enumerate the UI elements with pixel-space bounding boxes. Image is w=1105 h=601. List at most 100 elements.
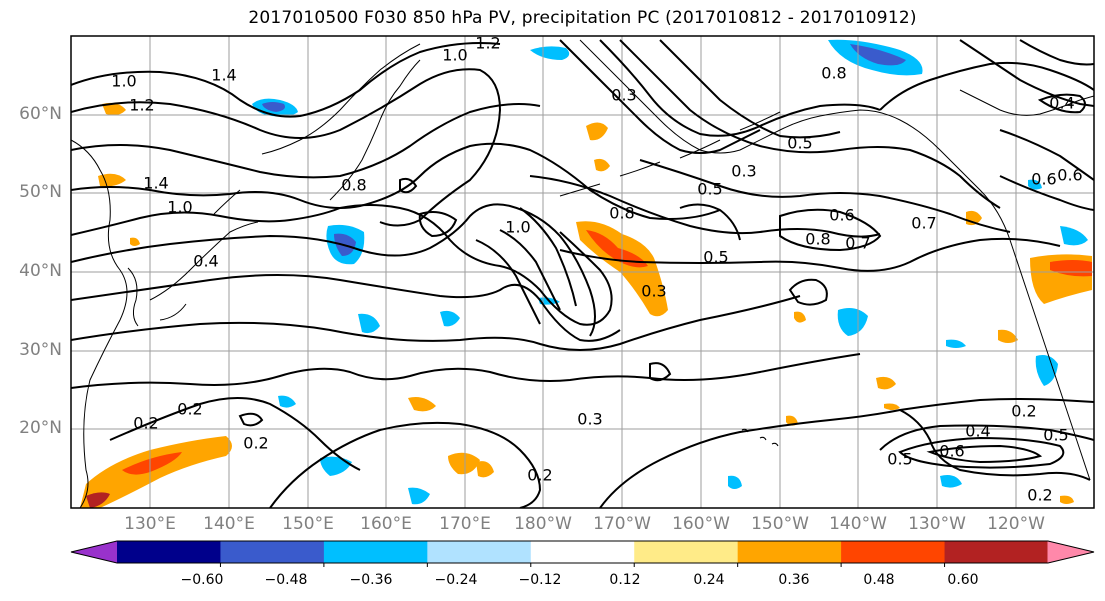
precipitation-shading [80,39,1092,508]
precip-positive [586,122,608,141]
precip-negative [530,46,570,60]
contour-line [999,129,1094,181]
contour-label: 0.4 [193,252,218,271]
precip-negative [358,313,380,334]
map-border [70,35,1095,509]
contour-label: 0.2 [527,466,552,485]
lat-label: 50°N [19,182,62,202]
colorbar-tick-label: 0.36 [778,572,810,588]
precip-positive [86,492,110,508]
contour-label: 0.5 [1043,426,1068,445]
map-title: 2017010500 F030 850 hPa PV, precipitatio… [248,8,917,28]
colorbar-tick-label: −0.12 [518,572,562,588]
contour-line [475,239,541,325]
contour-line [499,229,561,311]
contour-line [788,278,828,306]
lat-label: 40°N [19,261,62,281]
contour-line [519,207,577,307]
precip-negative [946,339,966,348]
contour-line [559,237,1061,272]
colorbar-segment [634,541,739,563]
precip-negative [837,308,868,336]
contour-label: 0.6 [829,206,854,225]
contour-label: 0.6 [1031,170,1056,189]
contour-line [619,39,1001,209]
colorbar-extend-max [1047,541,1094,563]
lon-label: 160°E [360,514,412,534]
colorbar-tick-label: 0.48 [863,572,895,588]
precip-positive [130,237,140,246]
contour-line [71,42,501,118]
precip-positive [448,452,480,475]
contour-line [926,444,1043,464]
contour-line [71,295,801,351]
contour-label: 0.4 [965,422,990,441]
precip-negative [1028,179,1042,190]
lon-label: 130°W [908,514,966,534]
contour-label: 0.8 [821,64,846,83]
japan-coast [149,43,421,321]
contour-line [71,68,502,227]
contour-label: 0.3 [641,282,666,301]
colorbar-tick-label: 0.60 [947,572,979,588]
contour-label: 0.8 [341,176,366,195]
contour-line [879,424,1094,451]
colorbar-tick-label: −0.48 [264,572,308,588]
contour-labels: 1.2 1.0 1.0 1.4 1.0 1.2 0.4 0.2 0.2 0.2 … [111,34,1082,505]
contour-line [71,274,621,342]
lon-label: 140°E [203,514,255,534]
colorbar-tick-label: 0.24 [693,572,725,588]
contour-line [399,177,418,194]
contour-line [599,39,881,137]
contour-line [779,208,882,252]
precip-positive [80,436,232,508]
colorbar-tick-label: −0.60 [180,572,224,588]
contour-line [71,353,861,389]
precip-negative [1060,226,1088,246]
lon-label: 170°W [593,514,651,534]
precip-positive [98,173,126,187]
contour-label: 0.5 [697,180,722,199]
precip-negative [262,102,285,112]
contour-line [529,175,881,238]
contour-line [649,362,672,382]
canada-coast [959,89,1094,116]
precip-negative [728,475,742,489]
contour-line [899,409,1091,481]
contour-line [269,421,542,508]
lon-label: 150°E [282,514,334,534]
contour-label: 1.2 [475,34,500,53]
aleutian-chain [559,111,781,197]
colorbar-extend-min [71,541,118,563]
contour-label: 0.3 [577,410,602,429]
pv-contours [71,39,1094,508]
contour-label: 0.3 [611,86,636,105]
lon-label: 180°W [514,514,572,534]
contour-label: 0.3 [731,162,756,181]
lat-label: 30°N [19,340,62,360]
asia-coast [71,139,128,508]
contour-line [109,397,361,471]
contour-line [418,211,458,238]
contour-label: 0.5 [787,134,812,153]
contour-label: 0.2 [133,414,158,433]
lat-label: 60°N [19,104,62,124]
lon-label: 160°W [672,514,730,534]
precip-negative [408,487,430,505]
contour-line [559,39,761,154]
lon-label: 130°E [124,514,176,534]
precip-positive [476,461,494,478]
contour-label: 1.4 [211,66,236,85]
contour-line [1037,93,1086,114]
colorbar-outline [70,540,1095,564]
contour-line [1019,39,1094,66]
contour-label: 0.8 [805,230,830,249]
contour-label: 0.4 [1049,94,1074,113]
colorbar-tick-label: −0.24 [434,572,478,588]
colorbar-segment [737,541,842,563]
contour-label: 1.0 [505,218,530,237]
contour-label: 1.0 [111,72,136,91]
contour-line [71,203,596,337]
contour-label: 1.0 [167,198,192,217]
